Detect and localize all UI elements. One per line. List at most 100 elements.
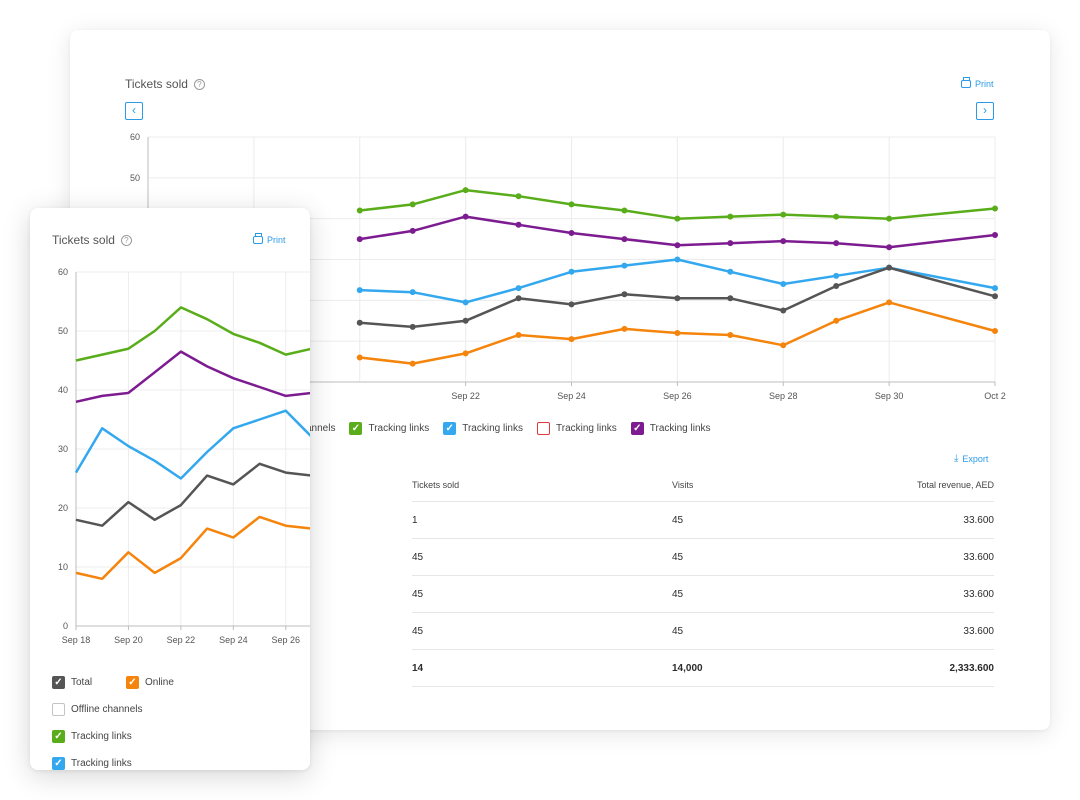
legend-item[interactable]: ✓ Online — [126, 676, 190, 689]
series-line-4 — [75, 515, 310, 581]
series-line-2 — [74, 409, 310, 480]
table-row: 45 45 33.600 — [412, 613, 994, 650]
y-tick-label: 60 — [58, 267, 68, 277]
checkbox-checked-icon[interactable]: ✓ — [630, 422, 644, 435]
data-point — [462, 187, 469, 194]
data-point — [992, 232, 998, 238]
data-point — [833, 213, 840, 220]
header-visits[interactable]: Visits — [672, 479, 694, 490]
data-point — [674, 256, 681, 263]
checkbox-checked-icon[interactable]: ✓ — [52, 676, 65, 689]
y-tick-label: 40 — [58, 385, 68, 395]
legend-label: Tracking links — [649, 423, 711, 434]
legend-item[interactable]: ✓ Tracking links — [349, 422, 429, 435]
x-tick-label: Sep 18 — [62, 635, 91, 645]
legend-label: Tracking links — [462, 423, 523, 434]
x-tick-label: Sep 24 — [219, 635, 248, 645]
legend-label: Total — [71, 677, 93, 688]
data-point — [886, 299, 893, 306]
series-line-0 — [75, 306, 310, 362]
checkbox-checked-icon[interactable]: ✓ — [349, 422, 363, 435]
checkbox-unchecked-icon[interactable] — [537, 422, 550, 435]
legend-item[interactable]: Tracking links — [537, 422, 617, 435]
cell-revenue: 33.600 — [963, 625, 994, 637]
header-tickets-sold[interactable]: Tickets sold — [412, 479, 460, 490]
print-button[interactable]: Print — [253, 233, 286, 245]
legend-item[interactable]: ✓ Tracking links — [443, 422, 523, 435]
data-point — [674, 242, 681, 249]
checkbox-checked-icon[interactable]: ✓ — [52, 730, 65, 743]
data-point — [621, 207, 628, 214]
data-point — [674, 295, 681, 302]
y-tick-label: 20 — [58, 503, 68, 513]
chart-title: Tickets sold ? — [125, 77, 205, 91]
y-tick-label: 30 — [58, 444, 68, 454]
small-line-chart: 0 10 20 30 40 50 60 Sep 18 Sep 20 Sep 22 Sep 24 Sep… — [58, 267, 310, 645]
legend-label: Tracking links — [556, 423, 617, 434]
legend-item[interactable]: ✓ Tracking links — [52, 757, 182, 770]
checkbox-checked-icon[interactable]: ✓ — [126, 676, 139, 689]
cell-visits: 45 — [672, 588, 684, 600]
checkbox-checked-icon[interactable]: ✓ — [443, 422, 457, 435]
header-total-revenue[interactable]: Total revenue, AED — [916, 479, 994, 490]
next-period-button[interactable]: › — [976, 102, 994, 120]
cell-revenue: 33.600 — [963, 551, 994, 563]
series-line-1 — [359, 215, 996, 249]
table-header: Tickets sold Visits Total revenue, AED — [412, 468, 994, 502]
cell-visits: 45 — [672, 514, 684, 526]
data-point — [568, 201, 575, 208]
series-line-1 — [75, 350, 310, 404]
small-chart-card: Tickets sold ? Print 0 10 20 30 40 50 60 Sep 18… — [30, 208, 310, 770]
data-point — [886, 244, 893, 251]
cell-revenue: 33.600 — [963, 588, 994, 600]
data-point — [886, 215, 893, 222]
prev-period-button[interactable]: ‹ — [125, 102, 143, 120]
data-point — [833, 283, 840, 290]
data-point — [727, 332, 734, 339]
data-point — [992, 205, 998, 212]
data-point — [462, 213, 469, 220]
data-point — [780, 342, 787, 349]
data-point — [462, 317, 469, 324]
data-point — [621, 325, 628, 332]
legend-label: Tracking links — [71, 758, 132, 769]
data-point — [515, 332, 522, 339]
data-point — [356, 354, 363, 361]
print-button[interactable]: Print — [961, 77, 994, 89]
checkbox-unchecked-icon[interactable] — [52, 703, 65, 716]
printer-icon — [961, 77, 971, 88]
legend-item[interactable]: annels — [306, 422, 335, 435]
legend-label: Tracking links — [368, 423, 430, 434]
data-point — [356, 236, 363, 243]
legend-item[interactable]: ✓ Tracking links — [52, 730, 156, 743]
help-icon[interactable]: ? — [193, 78, 205, 90]
data-point — [833, 317, 840, 324]
data-point — [409, 323, 416, 330]
data-point — [515, 295, 522, 302]
legend-item[interactable]: Offline channels — [52, 703, 182, 716]
help-icon[interactable]: ? — [120, 234, 132, 246]
x-tick-label: Sep 28 — [769, 391, 798, 401]
data-point — [780, 211, 787, 218]
data-point — [356, 207, 363, 214]
cell-revenue: 33.600 — [963, 514, 994, 526]
series-line-4 — [359, 301, 996, 365]
x-tick-label: Sep 22 — [167, 635, 196, 645]
table-row: 45 45 33.600 — [412, 576, 994, 613]
x-tick-label: Sep 22 — [451, 391, 480, 401]
data-point — [356, 319, 363, 326]
data-point — [674, 330, 681, 336]
series-line-3 — [75, 462, 310, 527]
export-button[interactable]: ⤓ Export — [954, 453, 989, 464]
table-row: 45 45 33.600 — [412, 539, 994, 576]
checkbox-checked-icon[interactable]: ✓ — [52, 757, 65, 770]
series-line-3 — [359, 266, 996, 329]
data-point — [409, 201, 416, 208]
legend-item[interactable]: ✓ Total — [52, 676, 112, 689]
data-point — [992, 327, 998, 334]
small-chart-legend: ✓ Total ✓ Online Offline channels ✓ Tracking l… — [52, 676, 310, 770]
legend-item[interactable]: ✓ Tracking links — [630, 422, 711, 435]
x-tick-label: Sep 24 — [557, 391, 586, 401]
data-point — [886, 264, 893, 271]
cell-tickets: 45 — [412, 588, 424, 600]
